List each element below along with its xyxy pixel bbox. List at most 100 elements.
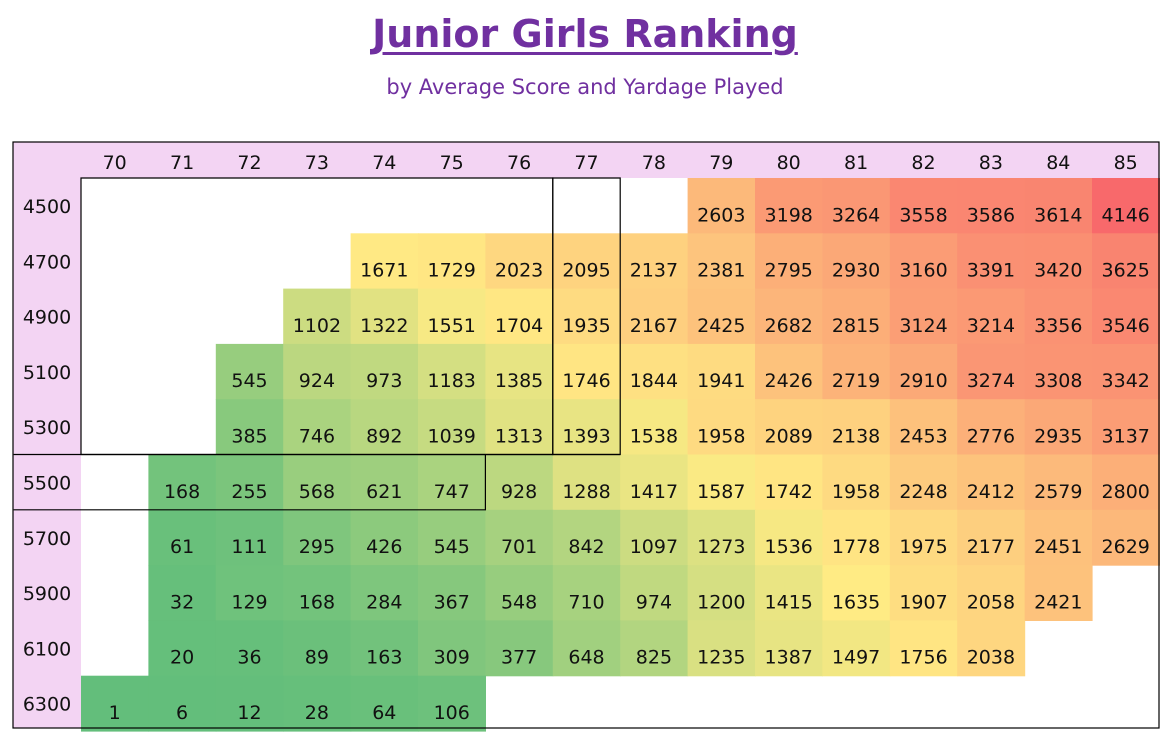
- cell-value: 255: [231, 481, 267, 503]
- heat-cell: [485, 565, 554, 621]
- cell-value: 1393: [562, 426, 610, 448]
- y-tick-label: 4700: [23, 251, 71, 273]
- cell-value: 12: [237, 702, 261, 724]
- cell-value: 163: [366, 647, 402, 669]
- cell-value: 2425: [697, 315, 745, 337]
- heat-cell: [552, 233, 621, 290]
- x-tick-label: 73: [305, 152, 329, 174]
- cell-value: 3546: [1102, 315, 1150, 337]
- heat-cell: [889, 288, 958, 345]
- cell-value: 1778: [832, 536, 880, 558]
- cell-value: 648: [568, 647, 604, 669]
- cell-value: 825: [636, 647, 672, 669]
- cell-value: 64: [372, 702, 396, 724]
- heat-cell: [1092, 454, 1160, 511]
- cell-value: 1958: [697, 426, 745, 448]
- x-tick-label: 74: [372, 152, 396, 174]
- cell-value: 2137: [630, 260, 678, 282]
- heat-cell: [552, 288, 621, 345]
- heat-cell: [215, 565, 284, 621]
- y-tick-label: 5700: [23, 528, 71, 550]
- cell-value: 367: [434, 591, 470, 613]
- heat-cell: [687, 288, 756, 345]
- heat-cell: [687, 178, 756, 234]
- cell-value: 2089: [765, 426, 813, 448]
- heat-cell: [1024, 288, 1093, 345]
- heat-cell: [1024, 509, 1093, 566]
- heat-cell: [957, 399, 1026, 456]
- cell-value: 1551: [428, 315, 476, 337]
- heat-cell: [620, 233, 689, 290]
- heat-cell: [418, 288, 486, 345]
- cell-value: 1288: [562, 481, 610, 503]
- heat-cell: [215, 675, 284, 732]
- heat-cell: [755, 288, 823, 345]
- cell-value: 2930: [832, 260, 880, 282]
- cell-value: 1322: [360, 315, 408, 337]
- x-tick-label: 79: [709, 152, 733, 174]
- cell-value: 3308: [1034, 370, 1082, 392]
- cell-value: 2453: [899, 426, 947, 448]
- heat-cell: [350, 233, 419, 290]
- heat-cell: [418, 399, 486, 456]
- cell-value: 284: [366, 591, 402, 613]
- heat-cell: [485, 454, 554, 511]
- heat-cell: [215, 343, 284, 400]
- heat-cell: [755, 178, 823, 234]
- cell-value: 2095: [562, 260, 610, 282]
- heat-cell: [1092, 509, 1160, 566]
- heat-cell: [418, 454, 486, 511]
- heat-cell: [148, 565, 217, 621]
- cell-value: 1746: [562, 370, 610, 392]
- heat-cell: [957, 343, 1026, 400]
- heat-cell: [620, 288, 689, 345]
- cell-value: 1742: [765, 481, 813, 503]
- cell-value: 2682: [765, 315, 813, 337]
- cell-value: 2579: [1034, 481, 1082, 503]
- cell-value: 621: [366, 481, 402, 503]
- chart-subtitle: by Average Score and Yardage Played: [386, 75, 784, 99]
- cell-value: 1958: [832, 481, 880, 503]
- cell-value: 2412: [967, 481, 1015, 503]
- heat-cell: [485, 509, 554, 566]
- heat-cell: [1024, 233, 1093, 290]
- heat-cell: [1092, 399, 1160, 456]
- cell-value: 973: [366, 370, 402, 392]
- heat-cell: [1092, 233, 1160, 290]
- cell-value: 295: [299, 536, 335, 558]
- heat-cell: [822, 288, 891, 345]
- cell-value: 4146: [1102, 204, 1150, 226]
- heat-cell: [215, 509, 284, 566]
- cell-value: 2177: [967, 536, 1015, 558]
- heat-cell: [350, 343, 419, 400]
- heat-cell: [755, 233, 823, 290]
- heat-cell: [418, 233, 486, 290]
- cell-value: 2935: [1034, 426, 1082, 448]
- y-tick-label: 4500: [23, 196, 71, 218]
- cell-value: 3342: [1102, 370, 1150, 392]
- x-tick-label: 75: [440, 152, 464, 174]
- cell-value: 2023: [495, 260, 543, 282]
- cell-value: 974: [636, 591, 672, 613]
- heat-cell: [552, 565, 621, 621]
- cell-value: 426: [366, 536, 402, 558]
- cell-value: 928: [501, 481, 537, 503]
- heat-cell: [283, 343, 352, 400]
- heat-cell: [957, 454, 1026, 511]
- cell-value: 309: [434, 647, 470, 669]
- cell-value: 842: [568, 536, 604, 558]
- cell-value: 3614: [1034, 204, 1082, 226]
- heat-cell: [485, 288, 554, 345]
- heat-cell: [889, 509, 958, 566]
- x-tick-label: 72: [237, 152, 261, 174]
- heat-cell: [283, 454, 352, 511]
- cell-value: 1417: [630, 481, 678, 503]
- heat-cell: [1024, 343, 1093, 400]
- heat-cell: [418, 343, 486, 400]
- heat-cell: [620, 343, 689, 400]
- heat-cell: [418, 509, 486, 566]
- cell-value: 168: [164, 481, 200, 503]
- cell-value: 1273: [697, 536, 745, 558]
- cell-value: 2910: [899, 370, 947, 392]
- heat-cell: [350, 509, 419, 566]
